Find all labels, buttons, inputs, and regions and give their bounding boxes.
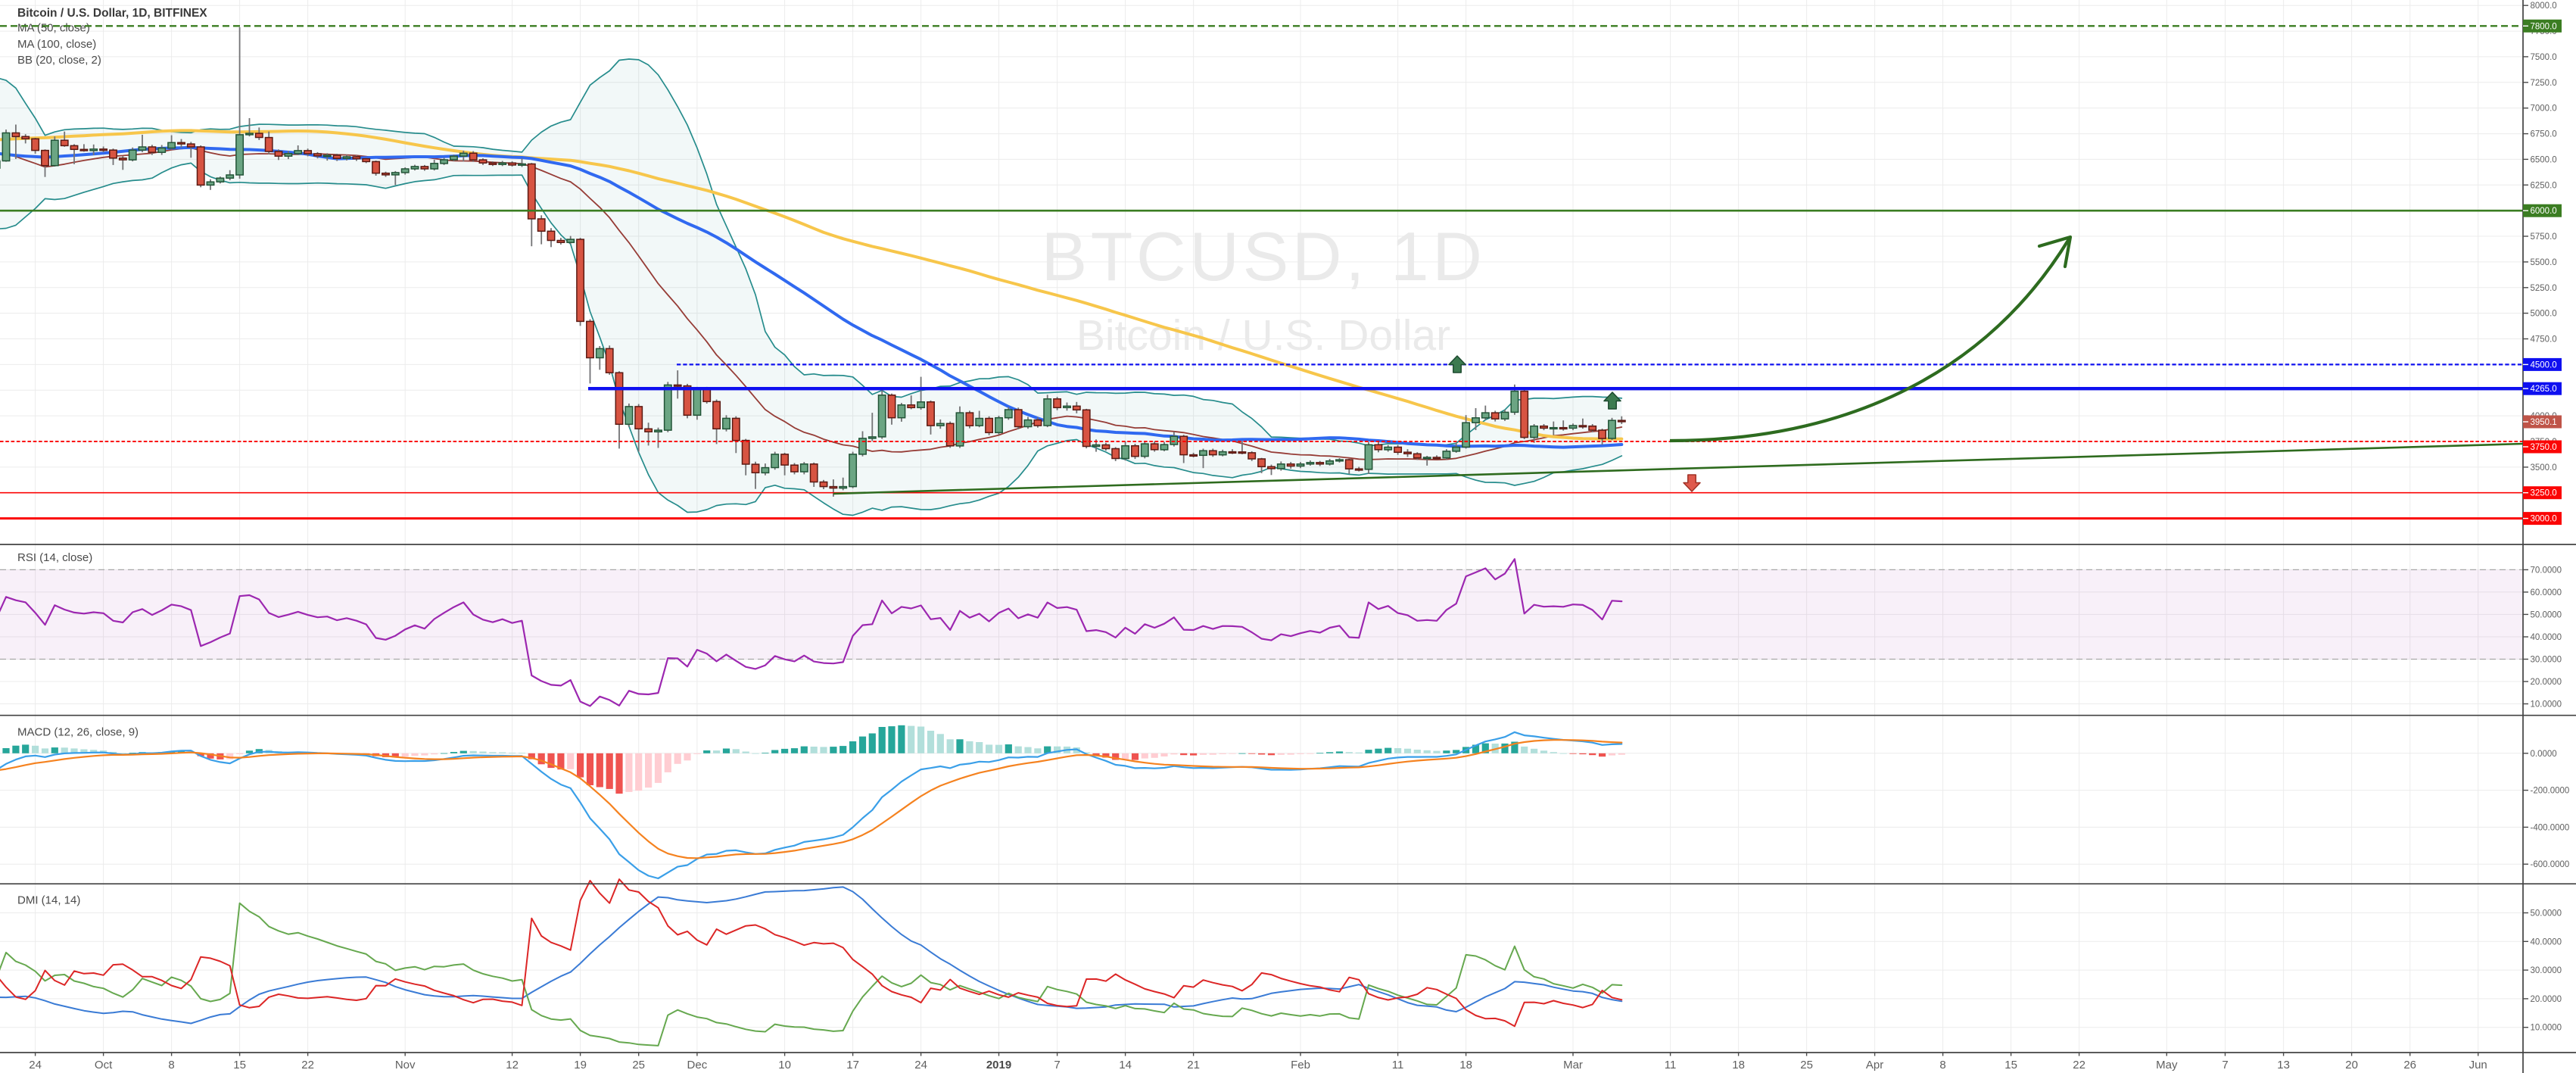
svg-text:BB (20, close, 2): BB (20, close, 2): [17, 54, 101, 67]
svg-text:25: 25: [1800, 1059, 1813, 1071]
svg-text:3950.1: 3950.1: [2531, 418, 2557, 427]
svg-text:22: 22: [2073, 1059, 2085, 1071]
svg-text:3750.0: 3750.0: [2531, 443, 2557, 452]
svg-text:MA (100, close): MA (100, close): [17, 38, 96, 51]
svg-text:18: 18: [1732, 1059, 1745, 1071]
svg-text:Bitcoin / U.S. Dollar, 1D, BIT: Bitcoin / U.S. Dollar, 1D, BITFINEX: [17, 7, 207, 20]
svg-text:6250.0: 6250.0: [2531, 181, 2557, 190]
svg-text:2019: 2019: [986, 1059, 1011, 1071]
svg-text:5500.0: 5500.0: [2531, 258, 2557, 267]
svg-text:50.0000: 50.0000: [2531, 909, 2562, 919]
svg-text:8: 8: [168, 1059, 174, 1071]
svg-text:6000.0: 6000.0: [2531, 207, 2557, 216]
svg-text:4265.0: 4265.0: [2531, 385, 2557, 394]
svg-text:26: 26: [2403, 1059, 2416, 1071]
svg-text:20: 20: [2345, 1059, 2358, 1071]
svg-text:7: 7: [2222, 1059, 2228, 1071]
svg-text:7250.0: 7250.0: [2531, 79, 2557, 88]
svg-text:17: 17: [846, 1059, 859, 1071]
svg-text:50.0000: 50.0000: [2531, 610, 2562, 619]
svg-text:DMI (14, 14): DMI (14, 14): [17, 894, 80, 907]
svg-text:11: 11: [1665, 1059, 1677, 1071]
svg-text:-600.0000: -600.0000: [2531, 860, 2570, 869]
svg-text:Apr: Apr: [1866, 1059, 1883, 1071]
svg-text:13: 13: [2277, 1059, 2290, 1071]
svg-text:20.0000: 20.0000: [2531, 995, 2562, 1004]
svg-text:25: 25: [632, 1059, 645, 1071]
svg-text:30.0000: 30.0000: [2531, 966, 2562, 975]
svg-text:-400.0000: -400.0000: [2531, 823, 2570, 832]
svg-text:14: 14: [1119, 1059, 1132, 1071]
svg-text:20.0000: 20.0000: [2531, 678, 2562, 687]
svg-text:11: 11: [1392, 1059, 1404, 1071]
svg-text:8000.0: 8000.0: [2531, 2, 2557, 11]
svg-text:Nov: Nov: [395, 1059, 416, 1071]
svg-text:7500.0: 7500.0: [2531, 53, 2557, 62]
svg-text:10.0000: 10.0000: [2531, 700, 2562, 710]
svg-text:30.0000: 30.0000: [2531, 656, 2562, 665]
svg-text:0.0000: 0.0000: [2531, 750, 2557, 759]
svg-text:18: 18: [1459, 1059, 1472, 1071]
svg-text:Dec: Dec: [687, 1059, 708, 1071]
svg-text:40.0000: 40.0000: [2531, 633, 2562, 642]
svg-text:10: 10: [778, 1059, 791, 1071]
svg-text:15: 15: [233, 1059, 246, 1071]
svg-text:BTCUSD, 1D: BTCUSD, 1D: [1041, 219, 1485, 295]
svg-text:May: May: [2156, 1059, 2178, 1071]
svg-text:7000.0: 7000.0: [2531, 104, 2557, 114]
svg-text:24: 24: [914, 1059, 927, 1071]
svg-text:40.0000: 40.0000: [2531, 937, 2562, 947]
svg-text:3500.0: 3500.0: [2531, 463, 2557, 473]
svg-text:Feb: Feb: [1291, 1059, 1310, 1071]
svg-text:3000.0: 3000.0: [2531, 515, 2557, 524]
svg-text:6750.0: 6750.0: [2531, 130, 2557, 139]
svg-text:60.0000: 60.0000: [2531, 588, 2562, 597]
svg-text:7800.0: 7800.0: [2531, 22, 2557, 31]
svg-text:15: 15: [2004, 1059, 2017, 1071]
svg-text:Jun: Jun: [2469, 1059, 2487, 1071]
svg-text:5000.0: 5000.0: [2531, 310, 2557, 319]
svg-text:RSI (14, close): RSI (14, close): [17, 551, 92, 564]
svg-text:MACD (12, 26, close, 9): MACD (12, 26, close, 9): [17, 726, 139, 739]
svg-text:7: 7: [1054, 1059, 1060, 1071]
svg-text:3250.0: 3250.0: [2531, 489, 2557, 498]
svg-text:5750.0: 5750.0: [2531, 232, 2557, 242]
svg-text:19: 19: [574, 1059, 587, 1071]
svg-text:4750.0: 4750.0: [2531, 335, 2557, 345]
svg-text:5250.0: 5250.0: [2531, 284, 2557, 293]
svg-text:21: 21: [1187, 1059, 1200, 1071]
svg-text:-200.0000: -200.0000: [2531, 787, 2570, 796]
svg-text:22: 22: [301, 1059, 314, 1071]
svg-text:12: 12: [506, 1059, 519, 1071]
svg-text:4500.0: 4500.0: [2531, 360, 2557, 370]
svg-text:6500.0: 6500.0: [2531, 155, 2557, 164]
svg-text:Mar: Mar: [1563, 1059, 1583, 1071]
svg-text:24: 24: [29, 1059, 42, 1071]
svg-text:Oct: Oct: [95, 1059, 113, 1071]
svg-text:MA (50, close): MA (50, close): [17, 22, 90, 35]
svg-text:10.0000: 10.0000: [2531, 1024, 2562, 1033]
svg-text:70.0000: 70.0000: [2531, 566, 2562, 575]
svg-text:8: 8: [1939, 1059, 1945, 1071]
